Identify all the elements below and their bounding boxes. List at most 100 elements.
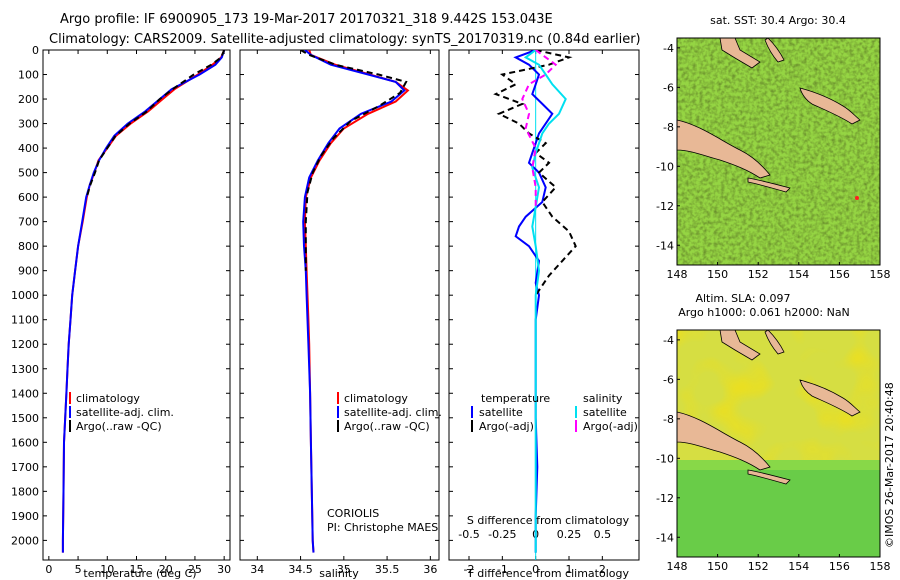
y-tick-label: 200 xyxy=(18,93,39,106)
map-x-tick-label: 150 xyxy=(707,560,728,573)
sla-map-title-line2: Argo h1000: 0.061 h2000: NaN xyxy=(678,306,850,319)
y-tick-label: 1000 xyxy=(11,289,39,302)
sla-map-frame xyxy=(676,329,881,558)
figure-title-line2: Climatology: CARS2009. Satellite-adjuste… xyxy=(49,32,641,47)
map-y-tick-label: -12 xyxy=(656,200,674,213)
x-tick-label: 0 xyxy=(532,563,539,576)
sla-map xyxy=(677,330,880,557)
legend-label-s-argo: Argo(-adj) xyxy=(583,420,638,433)
map-x-tick-label: 152 xyxy=(748,560,769,573)
temperature-axes: 0 5 10 15 20 25 300100200300400500600700800900… xyxy=(11,44,231,576)
map-y-tick-label: -4 xyxy=(663,334,674,347)
x-tick-label: 2 xyxy=(599,563,606,576)
legend-label-climatology: climatology xyxy=(76,392,140,405)
new-britain-land xyxy=(799,87,861,125)
y-tick-label: 1700 xyxy=(11,461,39,474)
salinity-plot-frame xyxy=(239,49,440,561)
legend-label-satellite: satellite-adj. clim. xyxy=(76,406,174,419)
map-x-tick-label: 150 xyxy=(707,268,728,281)
series-line-salinity-satellite xyxy=(523,50,567,553)
figure-title-line1: Argo profile: IF 6900905_173 19-Mar-2017… xyxy=(60,12,553,27)
temperature-legend: climatology satellite-adj. clim. Argo(..… xyxy=(69,392,174,433)
map-y-tick-label: -6 xyxy=(663,373,674,386)
sst-map xyxy=(677,38,880,265)
series-line-climatology xyxy=(303,50,410,553)
sla-green-lower xyxy=(677,470,880,557)
legend-label-climatology: climatology xyxy=(344,392,408,405)
series-line-satellite-adj-clim- xyxy=(302,50,406,553)
y-tick-label: 1100 xyxy=(11,314,39,327)
series-line-argo-raw-qc- xyxy=(300,50,408,271)
x-tick-label: 36 xyxy=(423,563,437,576)
y-tick-label: 800 xyxy=(18,240,39,253)
x-tick-label: 0 xyxy=(45,563,52,576)
x2-tick-label: 0.5 xyxy=(594,528,612,541)
x-tick-label: 10 xyxy=(100,563,114,576)
series-line-temperature-argo-adj- xyxy=(493,50,577,296)
y-tick-label: 1400 xyxy=(11,387,39,400)
series-line-climatology xyxy=(61,50,226,553)
salinity-axes: 34 34.5 35 35.5 36 xyxy=(240,49,439,576)
x-tick-label: 35.5 xyxy=(375,563,400,576)
y-tick-label: 900 xyxy=(18,265,39,278)
x-tick-label: 35 xyxy=(337,563,351,576)
salinity-legend: climatology satellite-adj. clim. Argo(..… xyxy=(327,392,442,534)
temperature-x-label: temperature (deg C) xyxy=(83,567,196,580)
x-tick-label: 15 xyxy=(130,563,144,576)
x-tick-label: 25 xyxy=(188,563,202,576)
map-y-tick-label: -4 xyxy=(663,42,674,55)
y-tick-label: 600 xyxy=(18,191,39,204)
series-line-satellite-adj-clim- xyxy=(61,50,226,553)
legend-header-temperature: temperature xyxy=(481,392,550,405)
legend-label-t-satellite: satellite xyxy=(479,406,523,419)
x-tick-label: -1 xyxy=(497,563,508,576)
legend-label-t-argo: Argo(-adj) xyxy=(479,420,534,433)
x2-tick-label: -0.5 xyxy=(458,528,479,541)
s-difference-x-label: S difference from climatology xyxy=(467,514,630,527)
y-tick-label: 1500 xyxy=(11,412,39,425)
map-x-tick-label: 156 xyxy=(829,560,850,573)
y-tick-label: 1800 xyxy=(11,485,39,498)
new-britain-land xyxy=(799,379,861,417)
y-tick-label: 2000 xyxy=(11,534,39,547)
y-tick-label: 300 xyxy=(18,118,39,131)
y-tick-label: 1600 xyxy=(11,436,39,449)
map-y-tick-label: -10 xyxy=(656,452,674,465)
sst-map-axes: 148 150 152 154 156 158 -4 -6 -8 -10 -12 -14 xyxy=(656,42,890,281)
y-tick-label: 700 xyxy=(18,216,39,229)
sst-map-title: sat. SST: 30.4 Argo: 30.4 xyxy=(710,14,846,27)
x-tick-label: 1 xyxy=(566,563,573,576)
map-x-tick-label: 154 xyxy=(788,560,809,573)
t-difference-x-label: T difference from climatology xyxy=(466,567,629,580)
legend-label-argo: Argo(..raw -QC) xyxy=(344,420,430,433)
pi-label: PI: Christophe MAES xyxy=(327,521,438,534)
sla-map-axes: 148 150 152 154 156 158 -4 -6 -8 -10 -12 -14 xyxy=(656,334,890,573)
y-tick-label: 1900 xyxy=(11,510,39,523)
map-y-tick-label: -12 xyxy=(656,492,674,505)
new-guinea-land xyxy=(677,119,771,179)
new-guinea-land xyxy=(677,411,771,471)
salinity-series xyxy=(300,50,410,553)
y-tick-label: 1300 xyxy=(11,363,39,376)
legend-label-s-satellite: satellite xyxy=(583,406,627,419)
x-tick-label: 20 xyxy=(159,563,173,576)
x2-tick-label: -0.25 xyxy=(488,528,516,541)
map-y-tick-label: -14 xyxy=(656,239,674,252)
admiralty-land xyxy=(719,38,761,69)
x-tick-label: 34.5 xyxy=(288,563,313,576)
coriolis-label: CORIOLIS xyxy=(327,507,379,520)
x-tick-label: 30 xyxy=(217,563,231,576)
difference-plot-frame xyxy=(448,49,640,561)
map-y-tick-label: -8 xyxy=(663,121,674,134)
map-x-tick-label: 148 xyxy=(667,268,688,281)
difference-legend: temperature salinity satellite Argo(-adj… xyxy=(471,392,638,433)
series-line-salinity-argo-adj- xyxy=(521,50,558,207)
map-x-tick-label: 154 xyxy=(788,268,809,281)
salinity-x-label: salinity xyxy=(319,567,359,580)
y-tick-label: 1200 xyxy=(11,338,39,351)
imos-credit: ©IMOS 26-Mar-2017 20:40:48 xyxy=(883,382,896,548)
x2-tick-label: 0.25 xyxy=(557,528,582,541)
y-tick-label: 400 xyxy=(18,142,39,155)
